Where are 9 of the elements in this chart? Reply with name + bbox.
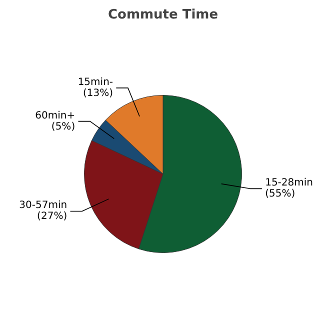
data-label: (5%) [51, 121, 76, 132]
slice-label: 60min+ [35, 110, 76, 122]
data-label: (27%) [37, 211, 68, 222]
data-label: (55%) [265, 188, 296, 200]
chart-title: Commute Time [108, 8, 218, 22]
slice-label: 15min- [78, 76, 114, 88]
data-label: (13%) [82, 88, 114, 99]
slice-label: 15-28min [265, 178, 313, 189]
slice-label: 30-57min [19, 200, 68, 212]
